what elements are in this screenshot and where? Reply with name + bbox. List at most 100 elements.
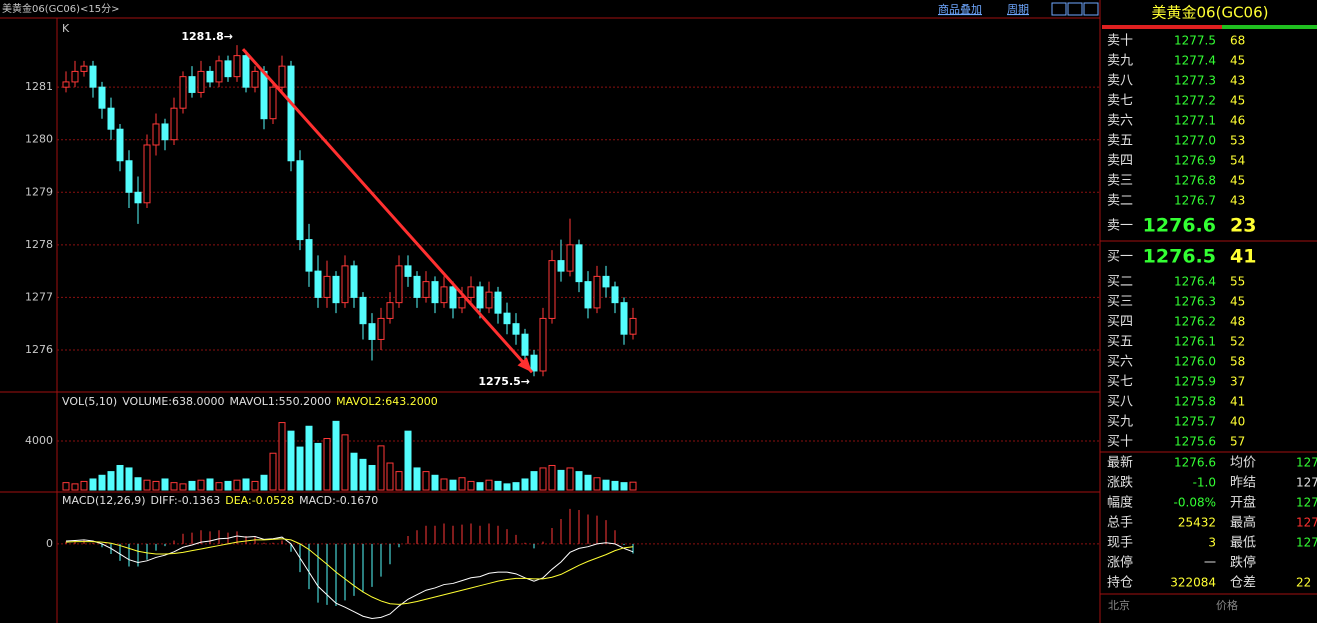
volume-bar xyxy=(323,438,331,491)
level-volume: 40 xyxy=(1230,415,1245,429)
level-volume: 53 xyxy=(1230,134,1245,148)
vol-legend: VOL(5,10) xyxy=(62,395,117,408)
volume-bar xyxy=(386,462,394,491)
volume-bar xyxy=(548,464,556,491)
level-label: 买十 xyxy=(1107,435,1133,450)
level-price: 1276.0 xyxy=(1174,355,1216,369)
volume-bar xyxy=(575,471,583,491)
level-price: 1277.4 xyxy=(1174,54,1216,68)
candle-body xyxy=(197,70,205,93)
stat-value: 一 xyxy=(1204,556,1216,570)
level-price: 1276.7 xyxy=(1174,194,1216,208)
volume-bar xyxy=(611,480,619,491)
candle-body xyxy=(404,265,412,277)
candle-body xyxy=(278,65,286,88)
volume-bar xyxy=(278,422,286,491)
volume-bar xyxy=(188,480,196,491)
volume-bar xyxy=(440,478,448,491)
candle-body xyxy=(620,302,628,335)
level-price: 1277.2 xyxy=(1174,94,1216,108)
stat-label: 最高 xyxy=(1230,515,1256,531)
trend-arrow xyxy=(241,48,534,374)
stat-label: 总手 xyxy=(1107,516,1133,531)
level-volume: 45 xyxy=(1230,94,1245,108)
stat-value: 127 xyxy=(1296,516,1317,530)
candle-body xyxy=(377,317,385,340)
volume-bar xyxy=(224,480,232,491)
candle-body xyxy=(584,281,592,309)
stat-label: 幅度 xyxy=(1107,495,1133,511)
candle-body xyxy=(89,65,97,88)
vol-legend: MAVOL2:643.2000 xyxy=(336,395,438,408)
level-price: 1276.8 xyxy=(1174,174,1216,188)
volume-bar xyxy=(206,478,214,491)
candle-body xyxy=(512,323,520,335)
candle-body xyxy=(548,260,556,319)
y-tick-label: 1278 xyxy=(25,238,53,251)
volume-bar xyxy=(62,482,70,491)
candle-body xyxy=(179,76,187,109)
candle-body xyxy=(152,123,160,146)
period-link[interactable]: 周期 xyxy=(1007,3,1029,16)
level-volume: 55 xyxy=(1230,275,1245,289)
volume-bar xyxy=(71,483,79,491)
candle-body xyxy=(350,265,358,298)
stat-label: 昨结 xyxy=(1230,476,1256,491)
level-price: 1276.2 xyxy=(1174,315,1216,329)
level-label: 买三 xyxy=(1107,295,1133,310)
candle-body xyxy=(242,55,250,88)
candle-body xyxy=(368,323,376,340)
level-label: 卖五 xyxy=(1107,134,1133,149)
volume-bar xyxy=(566,467,574,491)
volume-bar xyxy=(287,430,295,491)
stat-value: -1.0 xyxy=(1193,476,1216,490)
candle-body xyxy=(287,65,295,162)
volume-bar xyxy=(413,467,421,491)
volume-bar xyxy=(134,477,142,491)
level-price: 1276.4 xyxy=(1174,275,1216,289)
level-price: 1276.5 xyxy=(1143,246,1216,268)
stat-value: 127 xyxy=(1296,456,1317,470)
candle-body xyxy=(305,239,313,272)
volume-bar xyxy=(233,479,241,491)
volume-bar xyxy=(98,474,106,491)
volume-bar xyxy=(620,482,628,491)
y-tick-label: 4000 xyxy=(25,434,53,447)
volume-bar xyxy=(107,471,115,491)
macd-legend: MACD:-0.1670 xyxy=(299,494,378,507)
level-label: 买五 xyxy=(1107,335,1133,350)
volume-bar xyxy=(251,480,259,491)
stat-label: 最新 xyxy=(1107,455,1133,471)
level-volume: 46 xyxy=(1230,114,1245,128)
volume-bar xyxy=(161,478,169,491)
candle-body xyxy=(539,317,547,372)
y-tick-label: 1276 xyxy=(25,343,53,356)
volume-bar xyxy=(539,467,547,491)
level-volume: 23 xyxy=(1230,215,1256,237)
volume-bar xyxy=(341,434,349,491)
footer-label: 北京 xyxy=(1108,598,1130,612)
overlay-link[interactable]: 商品叠加 xyxy=(938,2,982,16)
volume-bar xyxy=(116,464,124,491)
stat-value: 25432 xyxy=(1178,516,1216,530)
candle-body xyxy=(449,286,457,309)
level-label: 卖七 xyxy=(1107,94,1133,109)
nav-buttons[interactable] xyxy=(1051,2,1099,16)
level-volume: 45 xyxy=(1230,174,1245,188)
stat-label: 涨跌 xyxy=(1107,475,1133,491)
volume-bar xyxy=(476,482,484,491)
candle-body xyxy=(116,128,124,162)
candle-body xyxy=(557,260,565,272)
level-label: 买八 xyxy=(1107,395,1133,410)
candle-body xyxy=(530,354,538,372)
y-tick-label: 1279 xyxy=(25,185,53,198)
candle-body xyxy=(215,60,223,83)
level-label: 卖九 xyxy=(1107,54,1133,69)
volume-bar xyxy=(395,471,403,491)
level-volume: 52 xyxy=(1230,335,1245,349)
level-volume: 57 xyxy=(1230,435,1245,449)
level-label: 买七 xyxy=(1107,375,1133,390)
stat-label: 最低 xyxy=(1230,536,1256,551)
level-price: 1275.6 xyxy=(1174,435,1216,449)
